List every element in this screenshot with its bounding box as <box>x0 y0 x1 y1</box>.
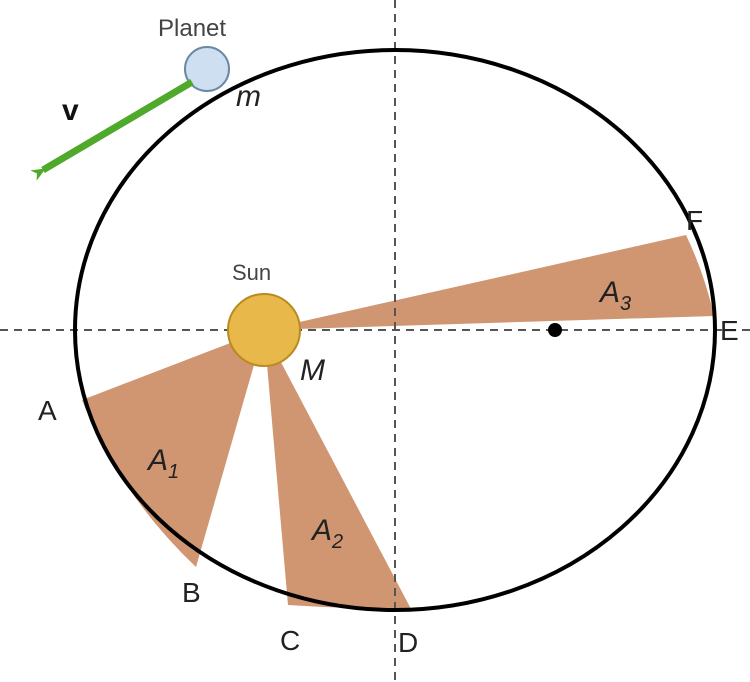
swept-area-a2 <box>264 330 411 609</box>
point-label-c: C <box>280 625 300 656</box>
point-label-f: F <box>686 205 703 236</box>
sun-icon <box>228 294 300 366</box>
point-label-b: B <box>182 577 201 608</box>
point-label-e: E <box>720 315 739 346</box>
swept-area-a3 <box>264 235 714 330</box>
point-label-d: D <box>398 627 418 658</box>
planet-label: Planet <box>158 15 226 42</box>
velocity-label: v <box>62 94 79 127</box>
sun-label: Sun <box>232 260 271 285</box>
sun-mass-label: M <box>300 354 325 387</box>
planet-mass-label: m <box>236 80 261 113</box>
kepler-diagram: Sun M Planet m v A1 A2 A3 A B C D E F <box>0 0 750 682</box>
point-label-a: A <box>38 395 57 426</box>
empty-focus-dot <box>548 323 562 337</box>
